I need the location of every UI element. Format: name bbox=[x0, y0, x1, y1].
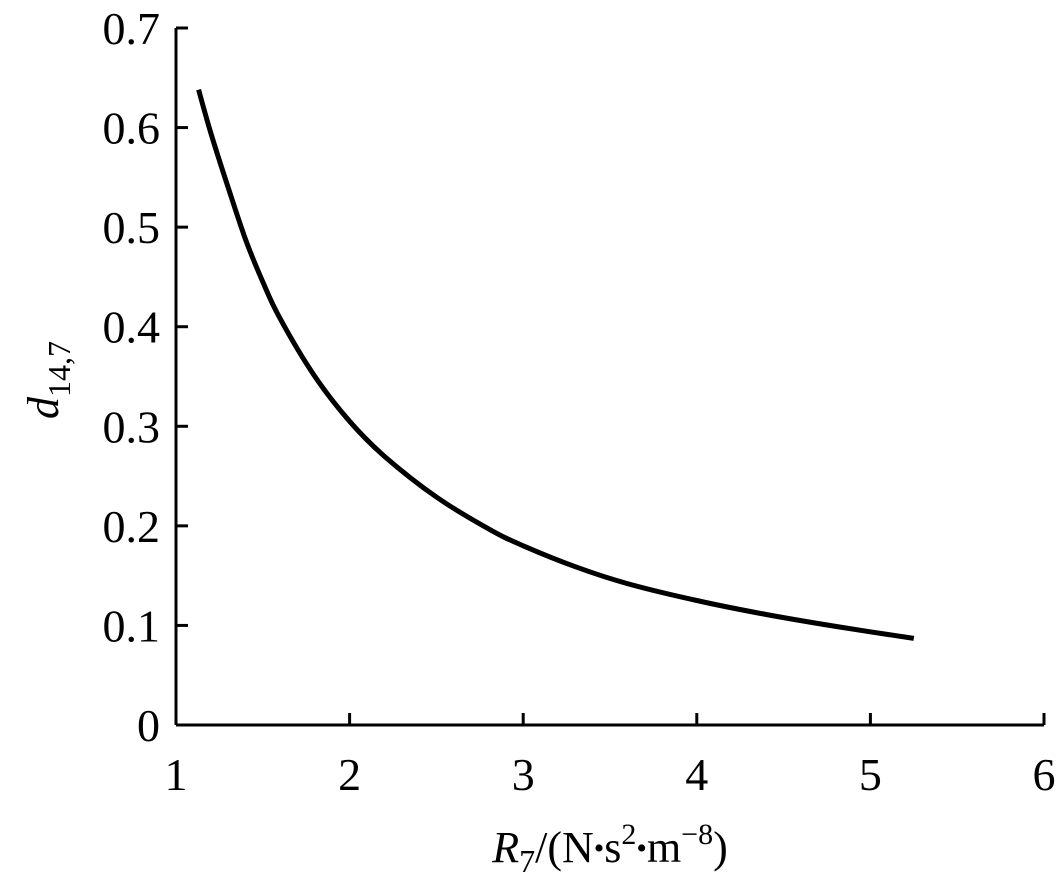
y-tick-label: 0.4 bbox=[103, 302, 161, 353]
x-tick-label: 4 bbox=[685, 749, 708, 800]
series bbox=[196, 89, 915, 641]
series-line bbox=[196, 89, 915, 641]
x-tick-label: 2 bbox=[338, 749, 361, 800]
y-tick-label: 0.1 bbox=[103, 600, 161, 651]
y-tick-label: 0.6 bbox=[103, 103, 161, 154]
x-tick-label: 5 bbox=[859, 749, 882, 800]
y-tick-label: 0 bbox=[137, 700, 160, 751]
y-tick-label: 0.5 bbox=[103, 202, 161, 253]
axes bbox=[174, 28, 1044, 727]
y-axis-title: d14,7 bbox=[19, 341, 77, 419]
x-tick-label: 1 bbox=[165, 749, 188, 800]
y-tick-label: 0.2 bbox=[103, 501, 161, 552]
x-tick-label: 6 bbox=[1033, 749, 1056, 800]
x-axis-title: R7/(N•s2•m−8) bbox=[491, 818, 728, 879]
ticks: 1 2 3 4 5 6 0 0.1 0.2 0.3 0.4 0.5 0.6 0.7 bbox=[103, 3, 1056, 800]
x-tick-label: 3 bbox=[512, 749, 535, 800]
y-tick-label: 0.7 bbox=[103, 3, 161, 54]
y-tick-label: 0.3 bbox=[103, 401, 161, 452]
